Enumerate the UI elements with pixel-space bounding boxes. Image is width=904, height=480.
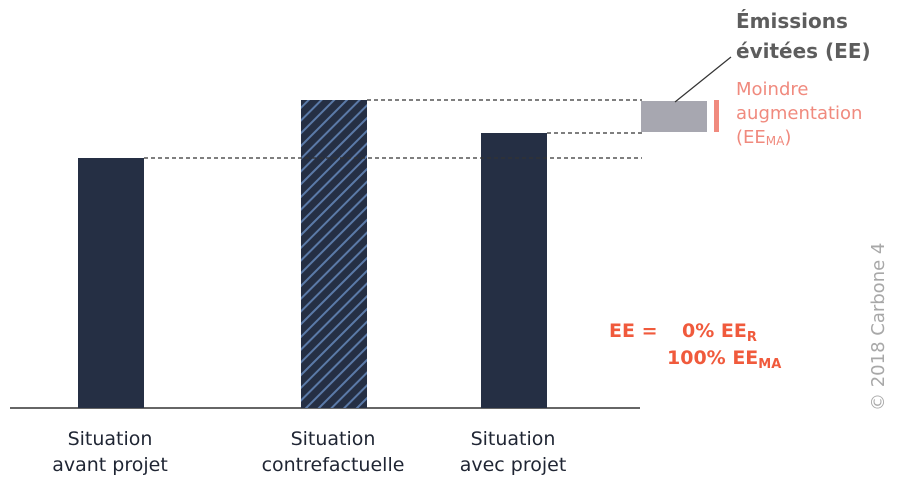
category-label-avant-projet: Situation avant projet: [40, 426, 180, 478]
formula-line2-sub: MA: [758, 357, 782, 372]
legend-leader-line: [674, 56, 732, 103]
legend-ee-line2: évitées (EE): [736, 39, 871, 63]
formula-line2: 100% EEMA: [667, 347, 781, 372]
legend-ma-line1: Moindre: [736, 79, 809, 100]
formula-line1-pct: 0% EE: [682, 320, 747, 342]
formula-line2-pct: 100% EE: [667, 347, 759, 369]
category-label-contrefactuelle: Situation contrefactuelle: [244, 426, 422, 478]
formula-line1-sub: R: [746, 330, 757, 345]
legend-ma-open: (EE: [736, 127, 766, 148]
legend-emissions-evitees: Émissions évitées (EE): [736, 6, 871, 66]
copyright-notice: © 2018 Carbone 4: [868, 242, 889, 411]
emissions-evitees-box: [641, 101, 707, 132]
bar-contrefactuelle: [301, 100, 367, 408]
legend-ma-line2: augmentation: [736, 103, 863, 124]
legend-ee-line1: Émissions: [736, 9, 848, 33]
category-label-line: contrefactuelle: [261, 454, 405, 476]
legend-ma-close: ): [784, 127, 792, 148]
formula-line1: 0% EER: [682, 320, 757, 345]
bar-avec-projet: [481, 133, 547, 408]
formula-ee-prefix: EE =: [609, 320, 658, 342]
category-label-line: avant projet: [52, 454, 168, 476]
legend-ma-subscript: MA: [765, 134, 785, 148]
category-label-line: Situation: [290, 428, 376, 450]
category-label-avec-projet: Situation avec projet: [440, 426, 586, 478]
legend-ma-line3: (EEMA): [736, 126, 862, 153]
category-label-line: Situation: [67, 428, 153, 450]
category-label-line: Situation: [470, 428, 556, 450]
category-label-line: avec projet: [459, 454, 567, 476]
moindre-augmentation-marker: [714, 100, 719, 132]
bar-avant-projet: [78, 158, 144, 408]
legend-moindre-augmentation: Moindre augmentation (EEMA): [736, 78, 862, 153]
